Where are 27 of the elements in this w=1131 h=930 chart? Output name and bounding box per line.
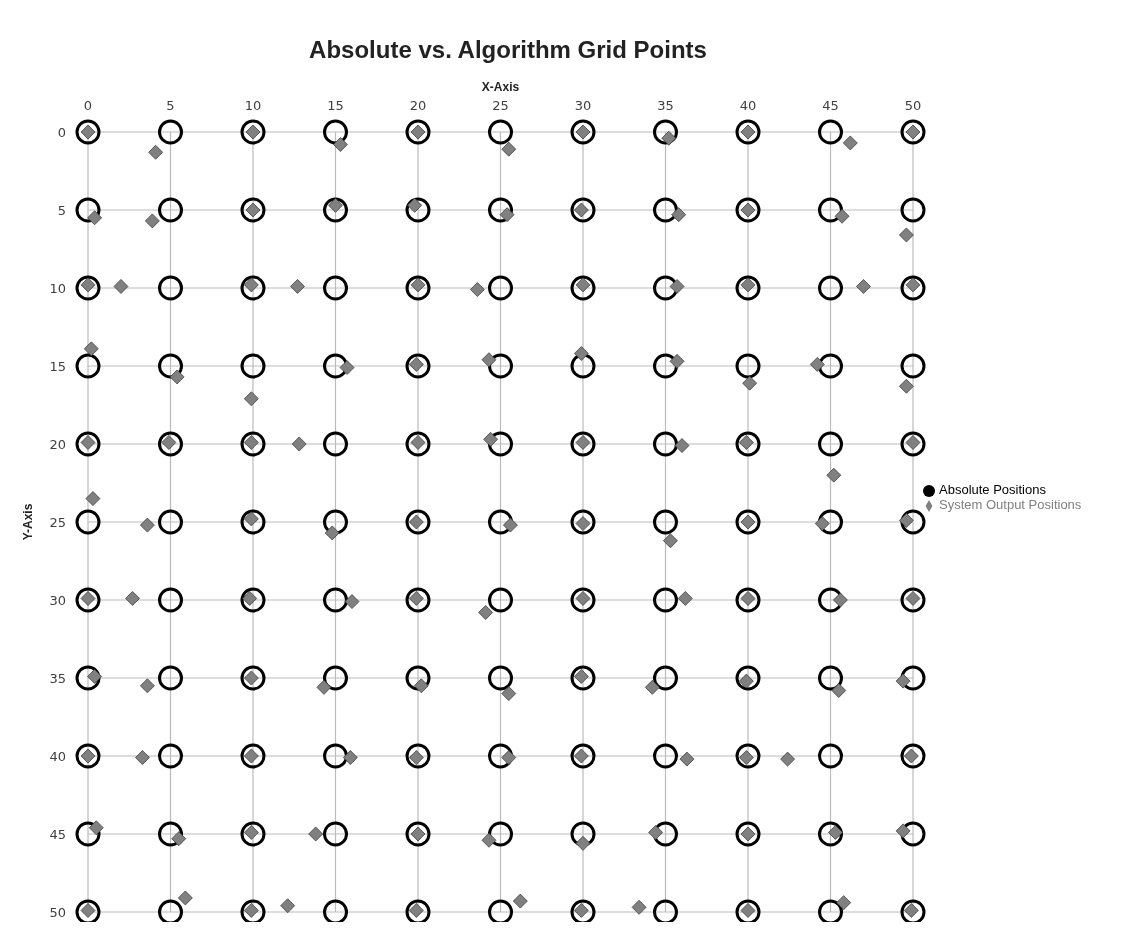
x-tick-label: 5: [166, 98, 175, 113]
x-tick-label: 15: [327, 98, 344, 113]
y-axis-title: Y-Axis: [21, 503, 36, 541]
y-tick-label: 15: [49, 358, 66, 374]
y-tick-label: 10: [49, 280, 66, 296]
y-tick-label: 5: [57, 202, 66, 218]
y-tick-label: 40: [49, 748, 66, 764]
y-tick-label: 25: [49, 514, 66, 530]
x-tick-label: 35: [657, 98, 674, 113]
y-tick-label: 35: [49, 670, 66, 686]
y-tick-label: 50: [49, 904, 66, 920]
x-tick-label: 10: [244, 98, 262, 113]
x-tick-label: 40: [739, 98, 757, 113]
chart-title: Absolute vs. Algorithm Grid Points: [308, 36, 708, 65]
legend-label: Absolute Positions: [939, 482, 1046, 497]
y-tick-label: 20: [49, 436, 66, 452]
x-tick-label: 45: [822, 98, 839, 113]
x-tick-label: 30: [574, 98, 592, 113]
legend-label: System Output Positions: [939, 497, 1082, 512]
x-tick-label: 0: [83, 98, 93, 113]
x-tick-label: 25: [492, 98, 509, 113]
y-tick-label: 0: [57, 124, 66, 140]
x-tick-label: 50: [904, 98, 922, 113]
y-tick-label: 30: [49, 592, 66, 608]
y-tick-label: 45: [49, 826, 66, 842]
x-tick-label: 20: [409, 98, 427, 113]
x-axis-title: X-Axis: [481, 79, 520, 94]
